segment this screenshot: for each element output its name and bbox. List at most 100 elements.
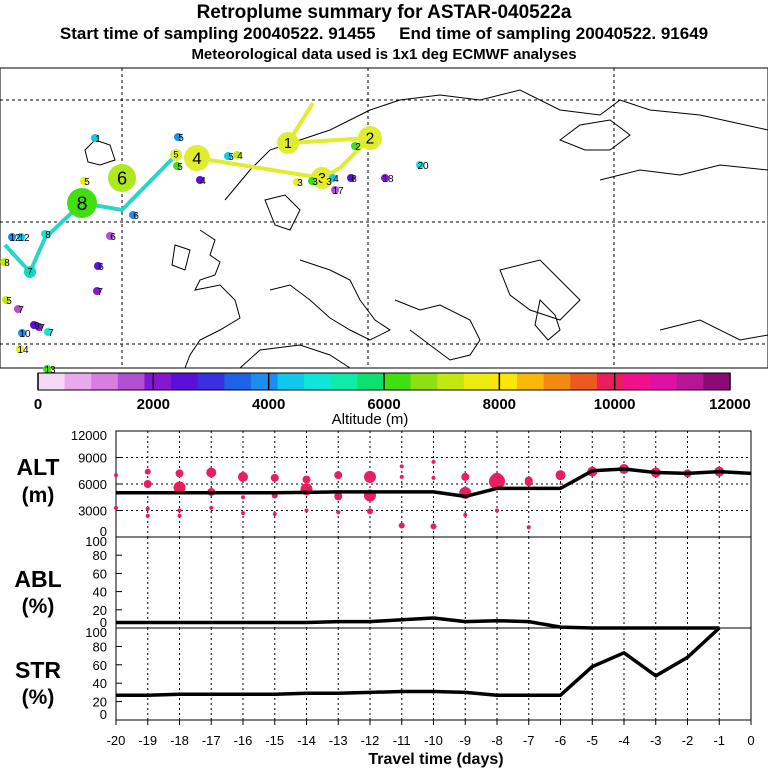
colorbar-swatch	[543, 373, 571, 390]
y-tick-label: 60	[93, 658, 107, 673]
cluster-dot	[331, 186, 339, 194]
altitude-cluster-point	[431, 459, 436, 464]
cluster-dot	[351, 142, 359, 150]
x-tick-label: -1	[713, 733, 725, 748]
x-tick-label: -17	[202, 733, 221, 748]
panel-label-line1: ABL	[14, 566, 61, 592]
cluster-marker: 14	[16, 345, 29, 356]
y-tick-label: 20	[93, 603, 107, 618]
cluster-marker: 7	[44, 328, 54, 339]
trajectory-day-label: 2	[366, 130, 375, 147]
colorbar-swatch	[357, 373, 385, 390]
altitude-cluster-point	[463, 512, 468, 517]
altitude-cluster-point	[559, 483, 562, 485]
x-tick-label: -10	[424, 733, 443, 748]
colorbar-label: Altitude (m)	[332, 411, 409, 428]
cluster-dot	[381, 174, 389, 182]
cluster-dot	[224, 152, 232, 160]
trajectory-day-label: 4	[192, 149, 201, 168]
cluster-marker: 13	[43, 365, 56, 376]
trajectory-day-circle	[358, 126, 382, 150]
colorbar-swatch	[410, 373, 438, 390]
altitude-cluster-point	[367, 508, 373, 515]
cluster-dot	[329, 174, 337, 182]
cluster-label: 14	[17, 345, 29, 356]
cluster-label: 6	[110, 232, 116, 243]
altitude-cluster-point	[399, 464, 404, 469]
cluster-label: 12	[18, 233, 30, 244]
altitude-cluster-point	[114, 473, 118, 478]
cluster-label: 5	[178, 133, 184, 144]
cluster-label: 3	[312, 177, 318, 188]
colorbar-swatch	[703, 373, 731, 390]
cluster-dot	[18, 329, 26, 337]
colorbar-swatch	[197, 373, 225, 390]
altitude-cluster-point	[145, 513, 150, 518]
x-tick-label: -9	[459, 733, 471, 748]
cluster-dot	[44, 328, 52, 336]
trajectory-day-marker: 5	[170, 149, 182, 161]
colorbar-swatch	[330, 373, 358, 390]
cluster-marker: 1	[91, 134, 101, 145]
cluster-label: 18	[382, 174, 394, 185]
cluster-dot	[173, 162, 181, 170]
altitude-cluster-point	[206, 467, 217, 478]
altitude-cluster-point	[177, 513, 182, 518]
x-tick-label: -4	[618, 733, 630, 748]
x-tick-label: -2	[682, 733, 694, 748]
panel-label-line2: (m)	[22, 484, 55, 507]
trajectory-day-label: 3	[318, 171, 326, 187]
y-tick-label: 40	[93, 676, 107, 691]
colorbar-tick-label: 4000	[252, 396, 285, 413]
y-tick-label: 9000	[78, 451, 107, 466]
trajectory-day-circle	[24, 266, 36, 278]
cluster-dot	[93, 287, 101, 295]
cluster-marker: 4	[196, 176, 206, 187]
altitude-cluster-point	[431, 475, 436, 480]
colorbar-swatch	[304, 373, 332, 390]
altitude-cluster-point	[144, 468, 151, 475]
cluster-marker: 8	[41, 230, 51, 241]
altitude-cluster-point	[334, 492, 343, 501]
x-tick-label: -16	[234, 733, 253, 748]
cluster-marker: 7	[14, 305, 24, 316]
cluster-dot	[174, 133, 182, 141]
cluster-marker: 10	[18, 329, 31, 340]
trajectory-day-marker: 8	[67, 188, 97, 218]
altitude-cluster-point	[175, 469, 184, 478]
cluster-marker: 5	[80, 177, 90, 188]
x-axis: -20 -19 -18 -17 -16 -15 -14 -13 -12 -11 -10 -9 -8 -7-…	[107, 720, 755, 768]
colorbar-tick-label: 2000	[137, 396, 170, 413]
cluster-dot	[347, 174, 355, 182]
altitude-cluster-point	[173, 481, 186, 494]
colorbar-swatch	[277, 373, 305, 390]
altitude-cluster-point	[272, 512, 277, 517]
figure-title: Retroplume summary for ASTAR-040522a	[196, 2, 572, 23]
colorbar-swatch	[38, 373, 66, 390]
cluster-marker: 6	[129, 211, 139, 222]
cluster-marker: 4	[329, 174, 339, 185]
cluster-label: 3	[326, 177, 332, 188]
altitude-cluster-point	[238, 471, 248, 482]
cluster-label: 9	[34, 321, 40, 332]
y-tick-label: 0	[100, 524, 107, 539]
cluster-label: 5	[177, 162, 183, 173]
cluster-label: 20	[417, 161, 429, 172]
x-tick-label: -20	[107, 733, 126, 748]
cluster-marker: 9	[30, 321, 40, 332]
cluster-marker: 5	[2, 296, 12, 307]
trajectory-day-marker: 1	[277, 132, 299, 154]
altitude-cluster-point	[177, 508, 182, 513]
cluster-marker: 3	[293, 178, 303, 189]
trajectory-day-marker: 2	[358, 126, 382, 150]
cluster-label: 3	[297, 178, 303, 189]
cluster-dot	[16, 345, 24, 353]
cluster-dot	[80, 177, 88, 185]
x-tick-label: -8	[491, 733, 503, 748]
trajectory-day-marker: 4	[184, 145, 210, 171]
x-tick-label: 0	[747, 733, 754, 748]
